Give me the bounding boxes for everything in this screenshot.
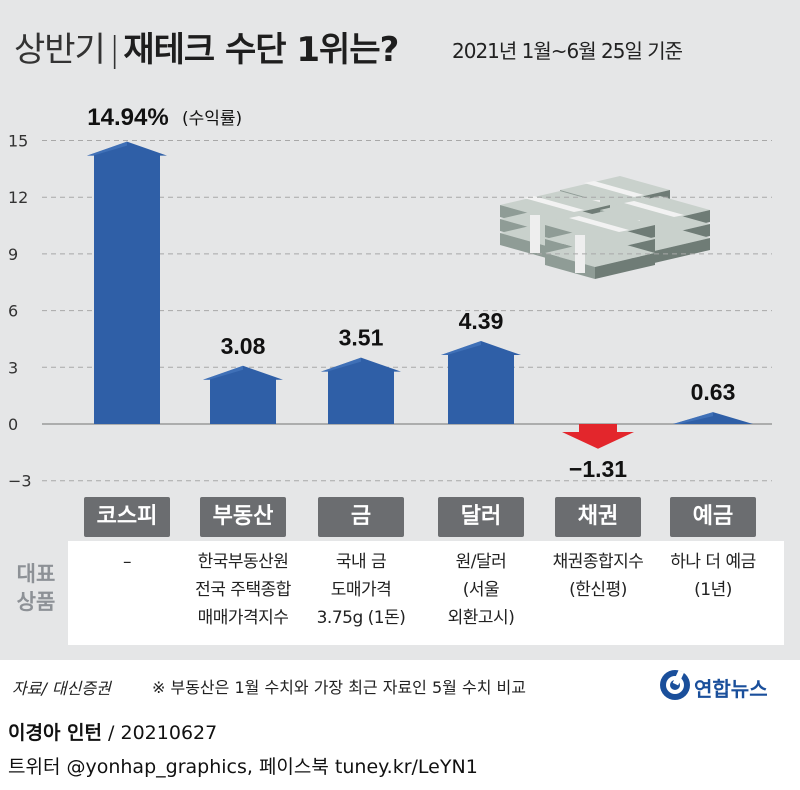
- representative-product: 채권종합지수 (한신평): [538, 548, 658, 604]
- description-box: [68, 541, 784, 645]
- money-top: [545, 239, 655, 267]
- description-line: 원/달러: [455, 552, 507, 572]
- money-top: [500, 205, 610, 233]
- bar-chart: 15 12 9 6 3 0 −3 14.94% (수익률) 3.08 3.51 4.39 −1.31 0…: [8, 104, 772, 491]
- bar-코스피: [87, 141, 167, 424]
- category-label: 채권: [555, 497, 641, 537]
- title-separator: |: [108, 30, 121, 70]
- description-line: 한국부동산원: [197, 552, 289, 572]
- description-line: 3.75g (1돈): [316, 608, 406, 628]
- label-line: 대표: [16, 562, 56, 586]
- money-band: [569, 216, 629, 232]
- value-label: −1.31: [569, 456, 627, 482]
- category-label: 부동산: [200, 497, 286, 537]
- value-label: 3.08: [221, 333, 266, 359]
- footnote: ※ 부동산은 1월 수치와 가장 최근 자료인 5월 수치 비교: [152, 678, 526, 697]
- bar-highlight: [203, 365, 243, 380]
- category-label: 예금: [670, 497, 756, 537]
- value-label: 3.51: [339, 325, 384, 351]
- money-front: [650, 238, 710, 264]
- money-band: [524, 196, 584, 212]
- money-band-side: [530, 215, 540, 253]
- representative-product: –: [67, 548, 187, 576]
- label-line: 상품: [16, 590, 56, 614]
- bar-예금: [673, 412, 753, 424]
- description-line: 전국 주택종합: [195, 580, 291, 600]
- money-band: [584, 181, 644, 197]
- logo-text: 연합뉴스: [694, 677, 768, 701]
- y-tick-label: 9: [8, 245, 18, 264]
- grid: 15 12 9 6 3 0 −3: [8, 132, 772, 491]
- author: 이경아 인턴: [8, 722, 103, 744]
- source-text: 자료/ 대신증권: [12, 679, 111, 698]
- description-line: (서울: [462, 580, 500, 600]
- title-prefix: 상반기: [14, 30, 106, 70]
- description-line: 외환고시): [447, 608, 515, 628]
- title-main: 재테크 수단 1위는?: [123, 30, 399, 70]
- description-line: 하나 더 예금: [670, 552, 756, 572]
- value-label: 14.94%: [87, 104, 168, 131]
- yonhap-logo-icon: [660, 670, 690, 700]
- bar-highlight: [441, 341, 481, 356]
- representative-product: 하나 더 예금 (1년): [653, 548, 773, 604]
- money-band: [624, 201, 684, 217]
- bar-채권: [562, 424, 634, 449]
- category-label: 코스피: [84, 497, 170, 537]
- y-tick-label: 12: [8, 188, 28, 207]
- value-unit-label: (수익률): [182, 109, 242, 129]
- value-labels: 14.94% (수익률) 3.08 3.51 4.39 −1.31 0.63: [87, 104, 735, 482]
- y-tick-label: 0: [8, 415, 18, 434]
- description-line: 채권종합지수: [552, 552, 644, 572]
- value-label: 4.39: [459, 308, 504, 334]
- date: / 20210627: [102, 722, 218, 744]
- y-tick-label: 6: [8, 302, 18, 321]
- representative-product-label: 대표 상품: [8, 560, 64, 616]
- page-title: 상반기 | 재테크 수단 1위는?: [14, 22, 399, 71]
- bar-highlight: [321, 357, 361, 372]
- category-label: 달러: [438, 497, 524, 537]
- bar-highlight: [673, 412, 713, 424]
- description-line: –: [123, 552, 132, 572]
- y-tick-label: 15: [8, 132, 28, 151]
- bars: [87, 141, 753, 449]
- description-line: (한신평): [569, 580, 627, 600]
- social-handles: 트위터 @yonhap_graphics, 페이스북 tuney.kr/LeYN…: [8, 756, 478, 778]
- category-label: 금: [318, 497, 404, 537]
- subtitle: 2021년 1월~6월 25일 기준: [452, 39, 683, 63]
- y-tick-label: −3: [8, 472, 32, 491]
- description-line: 매매가격지수: [197, 608, 289, 628]
- description-line: (1년): [694, 580, 732, 600]
- bar-금: [321, 357, 401, 424]
- y-tick-label: 3: [8, 358, 18, 377]
- value-label: 0.63: [691, 379, 736, 405]
- bar-highlight: [87, 141, 127, 156]
- money-top: [545, 225, 655, 253]
- money-stack-illustration: [500, 176, 710, 279]
- bar-달러: [441, 341, 521, 424]
- money-band-side: [575, 235, 585, 273]
- description-line: 국내 금: [335, 552, 387, 572]
- bar-부동산: [203, 365, 283, 424]
- money-front: [595, 253, 655, 279]
- byline: 이경아 인턴 / 20210627: [8, 718, 217, 745]
- description-line: 도매가격: [330, 580, 392, 600]
